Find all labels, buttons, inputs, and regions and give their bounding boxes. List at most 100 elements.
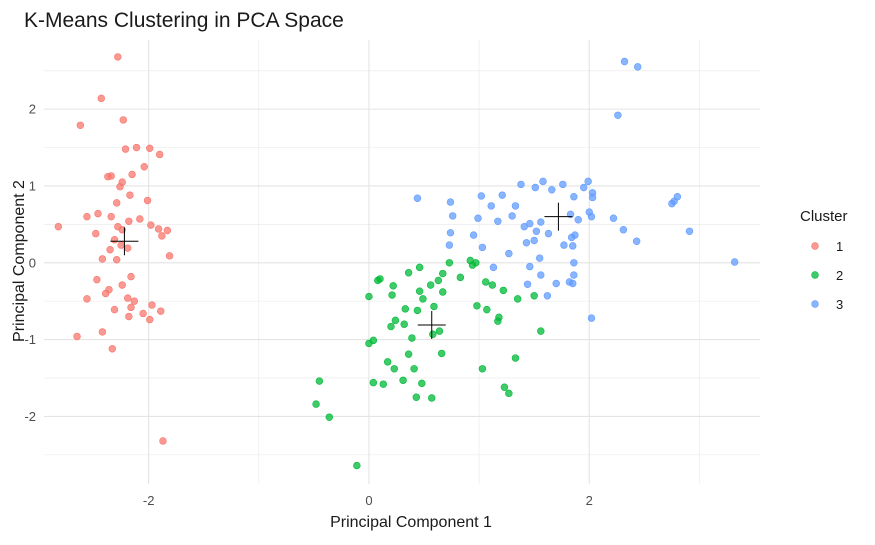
data-point-cluster-3 (543, 292, 552, 300)
data-point-cluster-1 (128, 170, 136, 179)
data-point-cluster-1 (92, 229, 100, 238)
data-point-cluster-3 (535, 254, 544, 262)
data-point-cluster-1 (132, 143, 141, 152)
legend-title: Cluster (800, 208, 848, 225)
data-point-cluster-3 (478, 243, 487, 252)
data-point-cluster-2 (482, 278, 490, 286)
data-point-cluster-3 (571, 231, 579, 239)
data-point-cluster-2 (410, 365, 418, 373)
data-point-cluster-1 (146, 144, 154, 153)
data-point-cluster-2 (383, 358, 392, 366)
data-point-cluster-1 (117, 241, 125, 249)
data-point-cluster-2 (419, 295, 427, 303)
data-point-cluster-2 (473, 302, 481, 310)
data-point-cluster-1 (119, 116, 128, 124)
data-point-cluster-1 (125, 217, 133, 225)
centroid-marker-3 (544, 202, 573, 231)
data-point-cluster-2 (435, 327, 444, 335)
data-point-cluster-2 (387, 322, 395, 331)
data-point-cluster-2 (369, 378, 378, 387)
data-point-cluster-1 (107, 212, 115, 221)
legend-label-1: 1 (836, 239, 843, 254)
legend-item-2: 2 (811, 268, 843, 283)
data-point-cluster-1 (163, 226, 172, 235)
data-point-cluster-2 (389, 282, 397, 290)
data-point-cluster-3 (544, 229, 553, 238)
data-point-cluster-3 (446, 229, 455, 237)
data-point-cluster-2 (413, 306, 422, 315)
y-tick-label: 2 (29, 102, 36, 117)
data-point-cluster-3 (523, 280, 532, 288)
grid-major (44, 40, 760, 484)
grid-minor (44, 40, 760, 484)
data-point-cluster-2 (530, 292, 538, 300)
data-point-cluster-1 (83, 295, 91, 303)
data-point-cluster-2 (472, 259, 480, 267)
data-point-cluster-1 (118, 226, 126, 234)
data-point-cluster-3 (552, 279, 560, 288)
data-point-cluster-1 (143, 196, 152, 205)
data-point-cluster-1 (118, 281, 126, 289)
data-point-cluster-3 (522, 239, 531, 247)
data-point-cluster-3 (584, 177, 592, 186)
data-point-cluster-2 (434, 276, 443, 285)
data-point-cluster-3 (548, 186, 556, 194)
data-point-cluster-2 (388, 291, 396, 299)
data-point-cluster-2 (400, 320, 408, 328)
data-point-cluster-3 (609, 214, 618, 222)
data-point-cluster-1 (121, 145, 130, 153)
x-tick-label: -2 (143, 493, 155, 508)
data-point-cluster-2 (430, 302, 438, 311)
data-point-cluster-2 (426, 281, 435, 289)
data-point-cluster-1 (83, 212, 91, 221)
data-point-cluster-1 (155, 150, 164, 159)
data-point-cluster-3 (539, 177, 547, 186)
data-point-cluster-1 (154, 225, 163, 233)
data-point-cluster-2 (315, 377, 324, 385)
data-point-cluster-3 (569, 279, 577, 288)
data-point-cluster-2 (374, 276, 382, 285)
data-point-cluster-1 (127, 272, 135, 281)
data-point-cluster-3 (574, 216, 582, 224)
data-point-cluster-3 (537, 271, 545, 279)
data-point-cluster-3 (508, 212, 516, 220)
data-point-cluster-3 (469, 231, 478, 239)
data-point-cluster-2 (437, 349, 446, 358)
data-point-cluster-1 (110, 236, 119, 244)
data-point-cluster-3 (566, 210, 575, 219)
data-point-cluster-1 (126, 191, 134, 199)
data-point-cluster-2 (415, 263, 424, 272)
data-point-cluster-2 (379, 380, 387, 388)
data-point-cluster-1 (159, 437, 167, 445)
data-point-cluster-3 (634, 63, 642, 71)
data-point-cluster-2 (494, 317, 502, 325)
data-point-cluster-1 (124, 294, 132, 302)
legend-label-3: 3 (836, 297, 843, 312)
data-point-cluster-3 (526, 219, 534, 228)
data-point-cluster-2 (500, 383, 509, 391)
legend: Cluster 1 2 3 (800, 208, 848, 312)
data-point-cluster-3 (570, 271, 578, 279)
data-point-cluster-3 (587, 212, 596, 221)
data-point-cluster-3 (668, 199, 676, 208)
data-point-cluster-3 (445, 241, 454, 249)
data-point-cluster-3 (517, 180, 525, 189)
data-point-cluster-1 (104, 173, 112, 181)
data-point-cluster-2 (399, 376, 407, 384)
data-point-cluster-2 (415, 287, 424, 295)
centroid-marker-2 (417, 310, 446, 339)
data-point-cluster-1 (130, 297, 139, 305)
y-tick-label: 1 (29, 178, 36, 193)
y-axis-label: Principal Component 2 (11, 180, 28, 342)
data-point-cluster-1 (147, 221, 155, 229)
data-point-cluster-2 (478, 365, 487, 373)
data-point-cluster-3 (570, 193, 578, 201)
data-point-cluster-3 (537, 218, 545, 226)
legend-item-1: 1 (811, 239, 843, 254)
legend-label-2: 2 (836, 268, 843, 283)
data-point-cluster-1 (116, 183, 124, 191)
data-point-cluster-2 (483, 305, 491, 314)
data-point-cluster-3 (511, 202, 520, 210)
data-point-cluster-3 (580, 183, 588, 192)
